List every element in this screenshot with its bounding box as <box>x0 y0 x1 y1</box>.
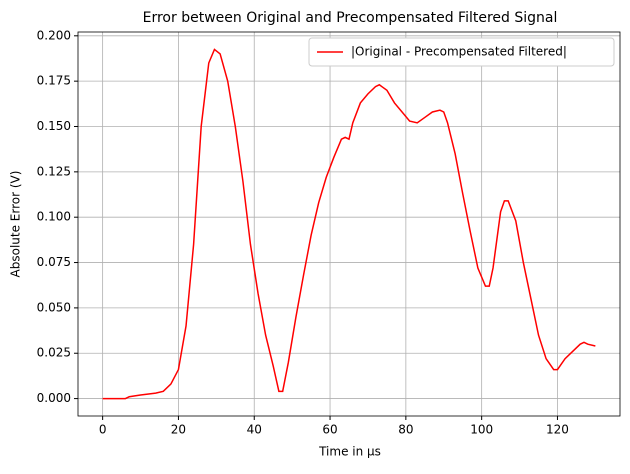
chart-title: Error between Original and Precompensate… <box>143 10 558 26</box>
legend-box <box>308 37 615 67</box>
y-tick-label: 0.100 <box>37 210 71 224</box>
y-tick-label: 0.200 <box>37 28 71 42</box>
y-tick-label: 0.075 <box>37 255 71 269</box>
y-tick-label: 0.050 <box>37 300 71 314</box>
x-tick-label: 0 <box>99 423 107 437</box>
y-tick-label: 0.025 <box>37 346 71 360</box>
line <box>102 48 596 400</box>
x-tick-label: 40 <box>247 423 262 437</box>
plot-frame <box>77 31 621 417</box>
x-tick-label: 120 <box>546 423 569 437</box>
y-axis-label: Absolute Error (V) <box>9 171 23 278</box>
x-tick-label: 20 <box>171 423 186 437</box>
y-tick-label: 0.000 <box>37 391 71 405</box>
x-tick-label: 60 <box>322 423 337 437</box>
y-tick-label: 0.150 <box>37 119 71 133</box>
x-axis-label: Time in µs <box>318 445 381 459</box>
legend-label: |Original - Precompensated Filtered| <box>351 45 567 59</box>
x-tick-label: 100 <box>470 423 493 437</box>
y-tick-label: 0.175 <box>37 74 71 88</box>
x-tick-label: 80 <box>398 423 413 437</box>
y-tick-label: 0.125 <box>37 164 71 178</box>
